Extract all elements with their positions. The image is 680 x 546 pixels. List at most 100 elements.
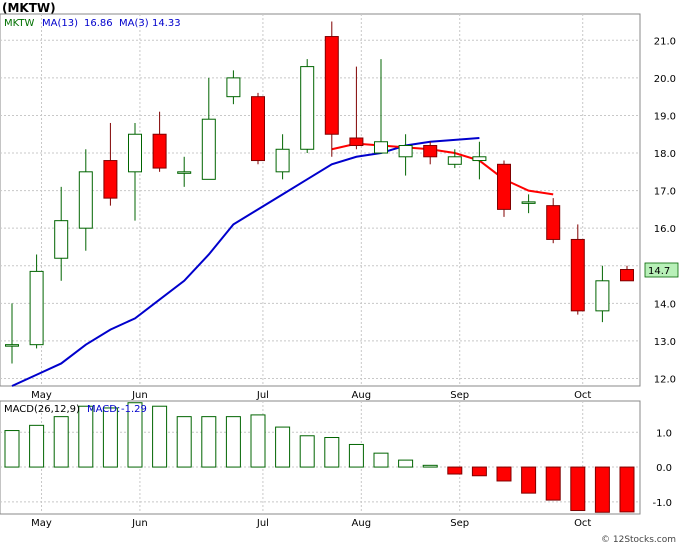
macd-bar	[324, 437, 340, 468]
macd-bar	[127, 402, 143, 468]
candle-body	[300, 66, 315, 150]
price-tick-label: 20.0	[654, 74, 676, 85]
last-price-label: 14.7	[648, 266, 670, 277]
macd-bar	[4, 430, 20, 468]
price-panel	[0, 13, 641, 387]
ma-long-label: MA(13)	[42, 18, 78, 29]
macd-bar	[398, 459, 414, 468]
month-label: Aug	[352, 390, 372, 401]
candle-body	[78, 171, 93, 229]
month-label: Oct	[574, 518, 591, 529]
macd-tick-label: 0.0	[656, 463, 672, 474]
macd-label: MACD(26,12,9)	[4, 404, 80, 415]
price-tick-label: 17.0	[654, 187, 676, 198]
chart-title: (MKTW)	[2, 1, 56, 15]
macd-bar	[176, 416, 192, 468]
macd-bar	[78, 405, 94, 468]
candle-body	[620, 269, 634, 282]
month-label: Aug	[352, 518, 372, 529]
month-label: Jul	[256, 390, 269, 401]
macd-tick-label: 1.0	[656, 428, 672, 439]
candle-body	[177, 171, 192, 174]
macd-bar	[619, 466, 635, 513]
macd-bar	[521, 466, 537, 494]
x-axis-top: May Jun Jul Aug Sep Oct	[31, 390, 591, 401]
macd-bar	[225, 416, 241, 468]
candle-body	[103, 160, 118, 199]
candle-body	[546, 205, 561, 240]
macd-bar	[545, 466, 561, 501]
candle-body	[595, 280, 610, 312]
price-tick-label: 19.0	[654, 111, 676, 122]
macd-bar	[471, 466, 487, 477]
macd-bars	[4, 402, 635, 513]
candle-body	[275, 148, 290, 173]
candle-body	[5, 344, 19, 347]
candle-body	[29, 270, 44, 346]
candle-body	[128, 133, 142, 173]
macd-tick-label: -1.0	[652, 498, 672, 509]
macd-bar	[496, 466, 512, 482]
month-label: Sep	[450, 390, 469, 401]
candle-body	[521, 201, 536, 204]
candle-body	[447, 156, 462, 165]
candle-body	[497, 163, 511, 210]
macd-bar	[422, 464, 438, 468]
month-label: Oct	[574, 390, 591, 401]
price-tick-label: 18.0	[654, 149, 676, 160]
candlesticks	[5, 21, 634, 364]
month-label: May	[31, 390, 52, 401]
candle-body	[54, 220, 69, 259]
macd-bar	[152, 405, 168, 468]
candle-body	[324, 36, 339, 135]
ma-short-value: 14.33	[152, 18, 181, 29]
candle-body	[398, 145, 413, 158]
macd-bar	[447, 466, 463, 475]
macd-axis: 1.0 0.0 -1.0	[652, 428, 672, 509]
price-tick-label: 21.0	[654, 36, 676, 47]
ma-long-line	[331, 142, 554, 196]
month-label: May	[31, 518, 52, 529]
macd-bar	[53, 416, 69, 468]
month-label: Jun	[131, 518, 148, 529]
price-tick-label: 16.0	[654, 224, 676, 235]
macd-bar	[299, 435, 315, 468]
ma-short-label: MA(3)	[119, 18, 149, 29]
macd-panel	[0, 400, 641, 515]
macd-bar	[373, 452, 389, 468]
price-grid	[0, 14, 640, 386]
month-label: Sep	[450, 518, 469, 529]
candle-body	[423, 145, 438, 158]
price-tick-label: 13.0	[654, 337, 676, 348]
candle-body	[472, 156, 487, 162]
candle-body	[226, 77, 241, 98]
month-label: Jul	[256, 518, 269, 529]
ma-long-value: 16.86	[84, 18, 113, 29]
watermark: © 12Stocks.com	[601, 535, 676, 545]
symbol-label: MKTW	[4, 18, 35, 29]
candle-body	[201, 118, 216, 180]
macd-value-label: MACD:	[87, 404, 120, 415]
price-tick-label: 14.0	[654, 299, 676, 310]
candle-body	[570, 238, 585, 312]
price-tick-label: 12.0	[654, 374, 676, 385]
macd-value: -1.29	[121, 404, 147, 415]
candle-body	[349, 137, 364, 147]
x-axis-bottom: May Jun Jul Aug Sep Oct	[31, 518, 591, 529]
last-price-box	[644, 262, 679, 278]
macd-bar	[275, 426, 291, 468]
price-axis: 12.013.014.015.016.017.018.019.020.021.0	[654, 36, 676, 385]
candle-body	[152, 133, 167, 169]
macd-bar	[348, 443, 364, 468]
macd-bar	[29, 424, 45, 468]
candle-body	[251, 96, 265, 162]
month-label: Jun	[131, 390, 148, 401]
candle-body	[374, 141, 388, 154]
macd-bar	[250, 414, 266, 468]
macd-bar	[594, 466, 610, 513]
macd-bar	[102, 407, 118, 468]
macd-bar	[570, 466, 586, 512]
macd-bar	[201, 416, 217, 468]
